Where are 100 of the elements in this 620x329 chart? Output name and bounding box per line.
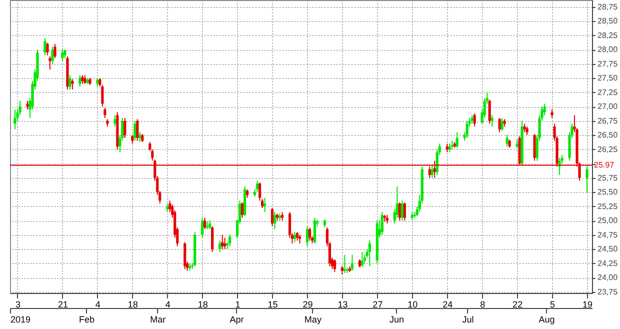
x-tick-label: 19 [582,300,593,310]
candlestick [586,166,588,193]
x2-tick-label: 2019 [10,314,31,324]
candlestick [498,118,501,133]
candlestick [293,232,296,243]
candlestick [456,132,458,148]
y-tick-label: 26,25 [598,144,618,154]
candlestick [506,134,508,147]
candlestick [263,197,266,213]
candlestick [306,226,309,247]
candlestick [134,120,136,142]
x-tick-label: 4 [95,300,100,310]
y-tick-label: 25,00 [598,216,618,226]
candlestick [273,212,276,230]
y-tick-label: 27,00 [598,102,618,112]
x2-tick-label: May [304,314,322,324]
candlestick [368,240,371,267]
x-tick-label: 5 [550,300,556,310]
candlestick [533,133,536,162]
x-tick-label: 1 [235,300,240,310]
candlestick [343,254,346,274]
y-tick-label: 28,00 [598,45,618,54]
candlestick [270,208,274,227]
candlestick [138,132,142,142]
candlestick [241,202,244,218]
candlestick [104,107,106,118]
candlestick [114,114,116,128]
candlestick [221,234,224,250]
candlestick [46,42,49,56]
candlestick [14,108,16,130]
y-tick-label: 27,75 [598,59,618,68]
y-tick-label: 23,75 [598,287,618,296]
candlestick [201,217,204,238]
candlestick [308,226,312,242]
ref-line-label: 25.97 [594,160,615,170]
x-tick-label: 4 [165,300,170,310]
candlestick [211,226,214,252]
candlestick [403,202,406,222]
candlestick [360,251,364,268]
candlestick [54,43,56,59]
y-tick-label: 28,25 [598,30,618,40]
x-tick-label: 10 [408,300,418,310]
candlestick [466,120,468,138]
x2-tick-label: Aug [538,314,555,324]
candlestick [350,254,354,272]
x-tick-label: 13 [338,300,348,310]
candlestick [124,118,126,138]
candlestick [44,38,46,56]
y-tick-label: 24,50 [598,244,618,254]
x2-tick-label: Jul [462,314,474,324]
x2-tick-label: Feb [78,314,94,324]
candlestick [68,74,72,90]
candlestick [400,200,404,222]
candlestick [256,180,259,193]
candlestick [204,217,206,230]
x-tick-label: 15 [268,300,278,310]
candlestick [473,112,476,128]
x-tick-label: 22 [512,300,523,310]
y-tick-label: 24,75 [598,230,618,240]
y-tick-label: 26,75 [598,116,618,126]
y-tick-label: 27,50 [598,74,618,83]
candlestick [184,242,186,270]
y-tick-label: 25,50 [598,188,618,197]
x2-tick-label: Apr [230,314,244,324]
candlestick [224,237,226,250]
y-tick-label: 27,25 [598,88,618,97]
y-tick-label: 28,50 [598,16,618,26]
x-tick-label: 18 [198,300,208,310]
y-tick-label: 28,75 [598,2,618,12]
candlestick [51,46,54,64]
x-tick-label: 3 [15,300,21,310]
candlestick [313,217,316,244]
candlestick [380,212,384,236]
x-tick-label: 27 [372,300,383,310]
candlestick [488,99,491,124]
y-tick-label: 25,75 [598,173,618,182]
y-tick-label: 24,25 [598,258,618,268]
candlestick [430,164,434,178]
candlestick [136,118,139,142]
candlestick [48,56,52,70]
x-tick-label: 18 [128,300,138,310]
x-tick-label: 21 [58,300,68,310]
x2-tick-label: Mar [150,314,166,324]
candlestick [61,49,64,62]
x-tick-label: 29 [302,300,313,310]
candlestick [558,157,561,176]
x2-tick-label: Jun [390,314,404,324]
candlestick [398,202,401,222]
y-tick-label: 26,50 [598,130,618,140]
x-tick-label: 8 [480,300,486,310]
candlestick [228,234,232,247]
x-tick-label: 24 [442,300,453,310]
candlestick [71,78,74,90]
y-tick-label: 25,25 [598,202,618,211]
candlestick [490,114,494,128]
candlestick [333,258,336,272]
y-tick-label: 24,00 [598,273,618,282]
candlestick [500,118,504,132]
candlestick [218,240,222,252]
candlestick [78,74,82,88]
